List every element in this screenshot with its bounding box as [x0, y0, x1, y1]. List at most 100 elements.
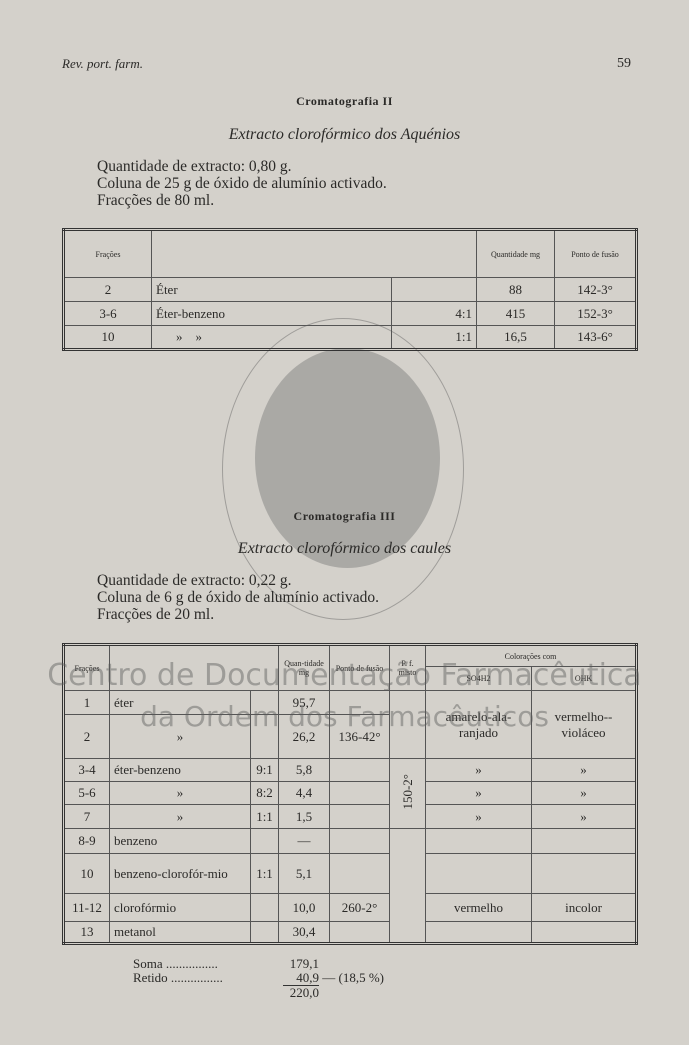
- table-row: 2 Éter 88 142-3°: [63, 277, 637, 302]
- table-cell: [530, 921, 638, 944]
- table-cell: 1:1: [250, 804, 279, 829]
- table-row: 10 benzeno-clorofór-mio 1:1 5,1: [63, 853, 638, 894]
- table-cell: 8:2: [250, 781, 279, 805]
- info-line: Fracções de 20 ml.: [97, 606, 215, 623]
- table-cell: 4:1: [391, 301, 477, 326]
- table-cell: [250, 921, 279, 944]
- table-cell: [250, 690, 279, 715]
- table-cell: 3-6: [63, 301, 152, 326]
- table-cell: »: [425, 804, 532, 829]
- table-cell: 143-6°: [554, 325, 637, 350]
- table-cell: 13: [63, 921, 110, 944]
- info-line: Fracções de 80 ml.: [97, 192, 215, 209]
- watermark-tree-emblem: [255, 348, 440, 568]
- table-cell: 9:1: [250, 758, 279, 782]
- section1-info: Quantidade de extracto: 0,80 g. Coluna d…: [97, 158, 387, 209]
- table-row: 3-6 Éter-benzeno 4:1 415 152-3°: [63, 301, 637, 326]
- table-cell: 5,8: [278, 758, 330, 782]
- table-cell: 1,5: [278, 804, 330, 829]
- col-header-fracoes: Frações: [63, 229, 152, 278]
- table-cell: 95,7: [278, 690, 330, 715]
- section1-subtitle: Extracto clorofórmico dos Aquénios: [228, 126, 461, 143]
- table-cell: 40,9: [283, 971, 319, 986]
- table-cell: [329, 804, 390, 829]
- info-line: Quantidade de extracto: 0,80 g.: [97, 158, 292, 175]
- table-cell: 7: [63, 804, 110, 829]
- table-cell: »: [109, 781, 251, 805]
- table-row: 5-6» 8:2 4,4»»: [63, 781, 638, 805]
- table-cell: [329, 781, 390, 805]
- table-cell: éter: [109, 690, 251, 715]
- table-cell: 142-3°: [554, 277, 637, 302]
- table-cell: 16,5: [476, 325, 555, 350]
- table-cell: clorofórmio: [109, 893, 251, 922]
- table-cell: vermelho: [425, 893, 532, 922]
- table-cell: 2: [63, 277, 152, 302]
- table-cell: benzeno: [109, 828, 251, 854]
- col-header-coloracoes: Colorações com: [424, 644, 638, 667]
- table-cell: 30,4: [278, 921, 330, 944]
- table-cell: incolor: [530, 893, 638, 922]
- col-header-fracoes: Frações: [63, 644, 110, 691]
- table-cell: »: [109, 714, 251, 759]
- table-cell: [530, 853, 638, 894]
- table-cell: » »: [151, 325, 392, 350]
- table-cell: »: [530, 758, 638, 782]
- table-cell: 11-12: [63, 893, 110, 922]
- table-cell: 10,0: [278, 893, 330, 922]
- table-cell: 150-2°: [399, 773, 415, 810]
- journal-name: Rev. port. farm.: [62, 56, 143, 71]
- info-line: Coluna de 25 g de óxido de alumínio acti…: [97, 175, 387, 192]
- col-header-ponto: Ponto de fusão: [554, 229, 637, 278]
- section2-subtitle: Extracto clorofórmico dos caules: [237, 540, 452, 557]
- table-row: 8-9 benzeno —: [63, 828, 638, 944]
- section2-info: Quantidade de extracto: 0,22 g. Coluna d…: [97, 572, 379, 623]
- table-cromatografia-2: Frações Quantidade mg Ponto de fusão 2 Éter…: [62, 228, 638, 351]
- table-cell: »: [109, 804, 251, 829]
- table-row: 7» 1:1 1,5»»: [63, 804, 638, 829]
- table-cell: 3-4: [63, 758, 110, 782]
- table-cell: 220,0: [289, 985, 319, 1000]
- table-cell: [425, 828, 532, 854]
- table-cell: »: [425, 758, 532, 782]
- section2-title: Cromatografia III: [293, 509, 396, 523]
- table-cell: 10: [63, 853, 110, 894]
- col-header-quantidade: Quantidade mg: [476, 229, 555, 278]
- table-cell: —: [278, 828, 330, 854]
- watermark-line-2: da Ordem dos Farmacêuticos: [140, 700, 549, 733]
- table-row: 11-12 clorofórmio 10,0 260-2° vermelho incolo…: [63, 893, 638, 922]
- table-cell: amarelo-ala-ranjado: [425, 690, 532, 759]
- table-cell: 5,1: [278, 853, 330, 894]
- table-cell: 179,1: [289, 956, 319, 971]
- table-cell: benzeno-clorofór-mio: [109, 853, 251, 894]
- table-cell: [425, 921, 532, 944]
- table-cell: [250, 828, 279, 854]
- table-cell: 136-42°: [329, 714, 390, 759]
- table-cell: 152-3°: [554, 301, 637, 326]
- table-cell: — (18,5 %): [322, 970, 384, 985]
- table-cell: [329, 853, 390, 894]
- table-cell: 10: [63, 325, 152, 350]
- table-cell: »: [530, 804, 638, 829]
- table-row: 13 metanol 30,4: [63, 921, 638, 944]
- table-cell: Éter-benzeno: [151, 301, 392, 326]
- table-cell: 260-2°: [329, 893, 390, 922]
- info-line: Quantidade de extracto: 0,22 g.: [97, 572, 292, 589]
- table-cell: [425, 853, 532, 894]
- table-row: 2» 26,2 136-42°: [63, 714, 637, 759]
- info-line: Coluna de 6 g de óxido de alumínio activ…: [97, 589, 379, 606]
- page-number: 59: [617, 56, 631, 71]
- table-row: 1 éter 95,7 amarelo-ala-ranjado vermelho--vi…: [63, 690, 638, 759]
- table-cell: Soma ................: [133, 956, 218, 971]
- table-cell: 4,4: [278, 781, 330, 805]
- table-cell: [250, 893, 279, 922]
- table-cell: metanol: [109, 921, 251, 944]
- table-cell: éter-benzeno: [109, 758, 251, 782]
- table-cell: »: [530, 781, 638, 805]
- table-cell: [329, 758, 390, 782]
- table-cromatografia-3: Frações Quan-tidade mg Ponto de fusão P. f.…: [62, 643, 639, 945]
- table-cell: 88: [476, 277, 555, 302]
- table-cell: [329, 921, 390, 944]
- table-cell: Retido ................: [133, 970, 223, 985]
- watermark-line-1: Centro de Documentação Farmacêutica: [47, 658, 642, 693]
